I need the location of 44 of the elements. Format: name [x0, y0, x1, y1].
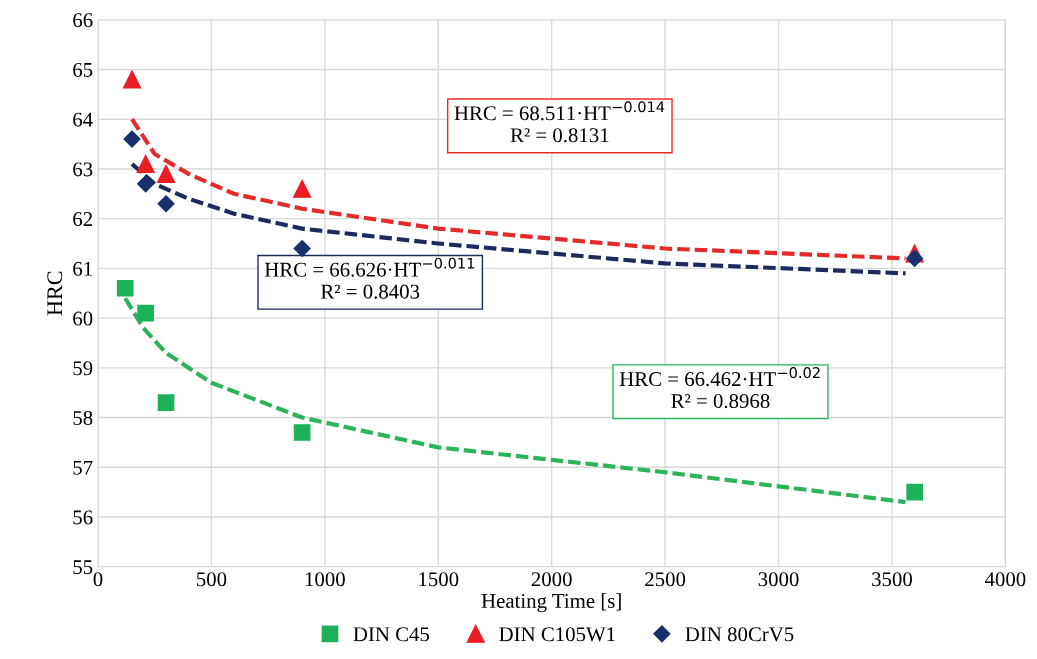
- y-tick-label: 64: [73, 112, 93, 127]
- point: [293, 179, 312, 198]
- y-tick-label: 56: [73, 510, 93, 525]
- annotation: HRC = 68.511·HT$^{−0.014}$ R² = 0.8131: [454, 101, 665, 143]
- x-tick-label: 3000: [758, 572, 799, 587]
- line-series: [129, 161, 908, 276]
- y-tick-label: 65: [73, 62, 93, 77]
- y-tick-label: 57: [73, 460, 93, 475]
- point: [137, 304, 154, 322]
- point: [137, 175, 155, 193]
- y-tick-label: 63: [73, 162, 93, 177]
- x-tick-label: 1500: [419, 572, 459, 587]
- x-tick-label: 500: [197, 572, 227, 587]
- x-tick-label: 1000: [305, 572, 345, 587]
- point: [293, 424, 311, 441]
- y-tick-label: 66: [73, 13, 93, 28]
- point: [157, 394, 175, 411]
- point: [123, 130, 141, 148]
- point: [157, 164, 176, 183]
- x-tick-label: 2000: [531, 572, 572, 587]
- legend-label: DIN C105W1: [499, 627, 615, 642]
- x-tick-label: 3500: [872, 572, 912, 587]
- y-tick-label: 61: [73, 261, 92, 276]
- legend-label: DIN 80CrV5: [685, 627, 794, 642]
- point: [136, 154, 155, 173]
- x-axis-title: Heating Time [s]: [481, 593, 621, 613]
- point: [293, 239, 311, 258]
- y-tick-label: 59: [73, 361, 93, 376]
- x-tick-label: 4000: [984, 572, 1026, 587]
- x-tick-label: 0: [93, 572, 103, 587]
- y-tick-label: 60: [73, 311, 93, 326]
- y-tick-label: 62: [73, 212, 92, 227]
- y-axis-title: HRC: [47, 271, 63, 316]
- point: [122, 70, 142, 89]
- point: [906, 483, 923, 501]
- legend-label: DIN C45: [353, 627, 430, 642]
- y-tick-label: 55: [73, 560, 93, 575]
- point: [906, 249, 924, 267]
- y-tick-label: 58: [73, 410, 93, 425]
- annotation: HRC = 66.626·HT$^{−0.011}$ R² = 0.8403: [264, 257, 475, 299]
- point: [157, 195, 175, 213]
- point: [116, 279, 134, 297]
- x-tick-label: 2500: [645, 572, 686, 587]
- text: HRC = 66.462·HT$^{−0.02}$ R² = 0.8968: [619, 367, 820, 409]
